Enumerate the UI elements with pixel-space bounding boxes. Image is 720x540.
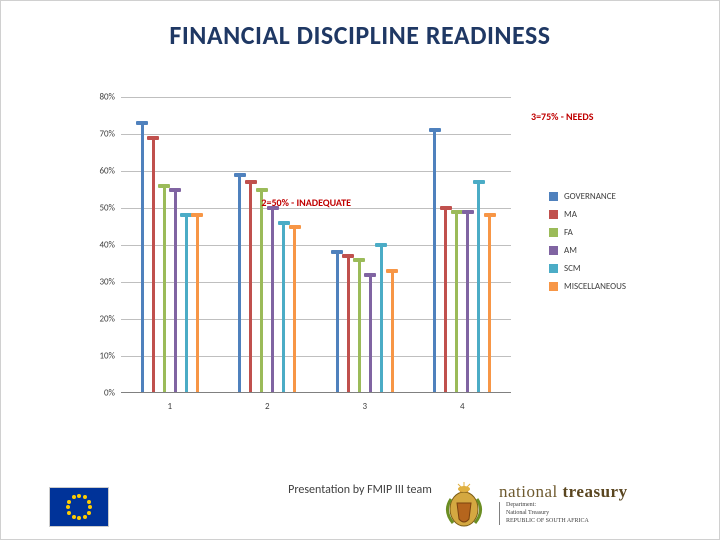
- bar: [391, 270, 394, 392]
- sa-coat-of-arms-icon: [439, 479, 489, 531]
- legend-swatch: [549, 228, 558, 237]
- legend-swatch: [549, 210, 558, 219]
- bar-marker: [147, 136, 159, 140]
- bar: [196, 214, 199, 392]
- legend-swatch: [549, 282, 558, 291]
- x-tick-label: 2: [265, 401, 270, 412]
- threshold-50-label: 2=50% - INADEQUATE: [261, 196, 351, 209]
- legend-item: AM: [549, 245, 699, 256]
- bar-marker: [484, 213, 496, 217]
- bar-marker: [234, 173, 246, 177]
- gridline: [121, 171, 511, 172]
- bar: [152, 137, 155, 392]
- x-tick-label: 1: [167, 401, 172, 412]
- y-tick-label: 20%: [81, 314, 115, 325]
- y-tick-label: 70%: [81, 129, 115, 140]
- y-tick-label: 30%: [81, 277, 115, 288]
- footer: Presentation by FMIP III team national t…: [1, 459, 719, 539]
- bar: [293, 226, 296, 393]
- gridline: [121, 245, 511, 246]
- bar: [477, 181, 480, 392]
- nt-word-2: treasury: [563, 482, 628, 501]
- bar: [433, 129, 436, 392]
- gridline: [121, 97, 511, 98]
- readiness-chart: 0%10%20%30%40%50%60%70%80%12342=50% - IN…: [81, 97, 511, 417]
- threshold-75-label: 3=75% - NEEDS: [531, 110, 593, 123]
- legend-item: FA: [549, 227, 699, 238]
- bar: [141, 122, 144, 392]
- legend-label: GOVERNANCE: [564, 191, 616, 202]
- bar: [466, 211, 469, 392]
- legend-swatch: [549, 192, 558, 201]
- chart-legend: GOVERNANCE MA FA AM SCM MISCELLANEOUS: [549, 191, 699, 299]
- legend-label: MISCELLANEOUS: [564, 281, 626, 292]
- legend-item: SCM: [549, 263, 699, 274]
- bar-marker: [353, 258, 365, 262]
- gridline: [121, 134, 511, 135]
- bar-marker: [462, 210, 474, 214]
- legend-label: SCM: [564, 263, 581, 274]
- bar-marker: [191, 213, 203, 217]
- chart-plot-area: 0%10%20%30%40%50%60%70%80%12342=50% - IN…: [121, 97, 511, 393]
- gridline: [121, 319, 511, 320]
- legend-swatch: [549, 246, 558, 255]
- bar: [185, 214, 188, 392]
- legend-label: AM: [564, 245, 577, 256]
- bar: [271, 207, 274, 392]
- y-tick-label: 80%: [81, 92, 115, 103]
- bar: [282, 222, 285, 392]
- bar-marker: [386, 269, 398, 273]
- bar: [336, 251, 339, 392]
- legend-item: MISCELLANEOUS: [549, 281, 699, 292]
- x-tick-label: 4: [460, 401, 465, 412]
- gridline: [121, 356, 511, 357]
- y-tick-label: 40%: [81, 240, 115, 251]
- legend-swatch: [549, 264, 558, 273]
- page-title: FINANCIAL DISCIPLINE READINESS: [1, 19, 719, 51]
- bar: [358, 259, 361, 392]
- y-tick-label: 50%: [81, 203, 115, 214]
- title-text: FINANCIAL DISCIPLINE READINESS: [169, 19, 550, 51]
- eu-flag-icon: [49, 487, 109, 527]
- bar-marker: [289, 225, 301, 229]
- bar-marker: [256, 188, 268, 192]
- bar: [347, 255, 350, 392]
- y-tick-label: 60%: [81, 166, 115, 177]
- bar: [163, 185, 166, 392]
- legend-item: MA: [549, 209, 699, 220]
- bar: [444, 207, 447, 392]
- bar-marker: [169, 188, 181, 192]
- bar-marker: [136, 121, 148, 125]
- x-tick-label: 3: [362, 401, 367, 412]
- y-tick-label: 10%: [81, 351, 115, 362]
- bar-marker: [375, 243, 387, 247]
- bar: [238, 174, 241, 392]
- legend-label: FA: [564, 227, 573, 238]
- bar-marker: [364, 273, 376, 277]
- bar-marker: [245, 180, 257, 184]
- y-tick-label: 0%: [81, 388, 115, 399]
- bar-marker: [429, 128, 441, 132]
- slide: FINANCIAL DISCIPLINE READINESS 0%10%20%3…: [0, 0, 720, 540]
- bar: [369, 274, 372, 392]
- bar: [488, 214, 491, 392]
- bar: [260, 189, 263, 393]
- legend-item: GOVERNANCE: [549, 191, 699, 202]
- legend-label: MA: [564, 209, 577, 220]
- bar: [455, 211, 458, 392]
- nt-word-1: national: [499, 482, 563, 501]
- nt-dept-text: Department:National TreasuryREPUBLIC OF …: [499, 502, 699, 525]
- bar: [380, 244, 383, 392]
- bar-marker: [473, 180, 485, 184]
- gridline: [121, 282, 511, 283]
- national-treasury-logo: national treasury Department:National Tr…: [499, 483, 699, 525]
- bar: [174, 189, 177, 393]
- bar: [249, 181, 252, 392]
